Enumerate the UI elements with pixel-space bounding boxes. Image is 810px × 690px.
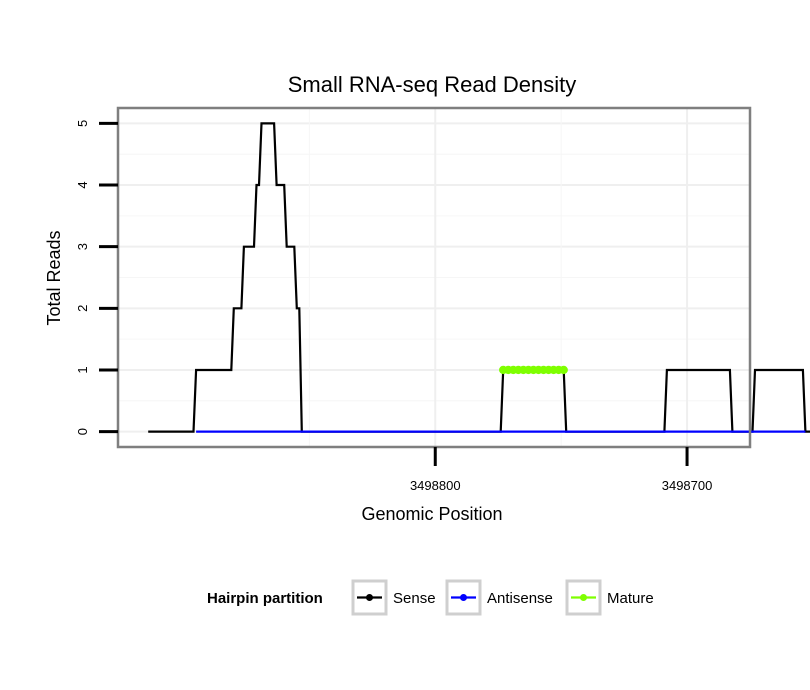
grid-lines <box>118 108 750 447</box>
y-tick-label: 0 <box>75 428 90 435</box>
y-axis: 0 1 2 3 4 5 <box>75 120 118 435</box>
y-tick-label: 5 <box>75 120 90 127</box>
legend-key-point <box>580 594 587 601</box>
x-axis-label: Genomic Position <box>361 504 502 524</box>
chart-title: Small RNA-seq Read Density <box>288 72 577 97</box>
x-axis: 3498800 3498700 <box>410 447 712 493</box>
legend-key-point <box>460 594 467 601</box>
legend-label-mature: Mature <box>607 590 654 607</box>
legend-key-point <box>366 594 373 601</box>
y-tick-label: 3 <box>75 243 90 250</box>
sense-series-line <box>148 122 810 433</box>
legend-title: Hairpin partition <box>207 590 323 607</box>
y-tick-label: 2 <box>75 305 90 312</box>
y-axis-label: Total Reads <box>44 230 64 325</box>
x-tick-label: 3498700 <box>662 478 713 493</box>
series-layer <box>148 122 810 433</box>
y-tick-label: 1 <box>75 366 90 373</box>
legend: Hairpin partition Sense Antisense Mature <box>207 579 654 616</box>
legend-label-antisense: Antisense <box>487 590 553 607</box>
legend-label-sense: Sense <box>393 590 436 607</box>
y-tick-label: 4 <box>75 181 90 188</box>
x-tick-label: 3498800 <box>410 478 461 493</box>
